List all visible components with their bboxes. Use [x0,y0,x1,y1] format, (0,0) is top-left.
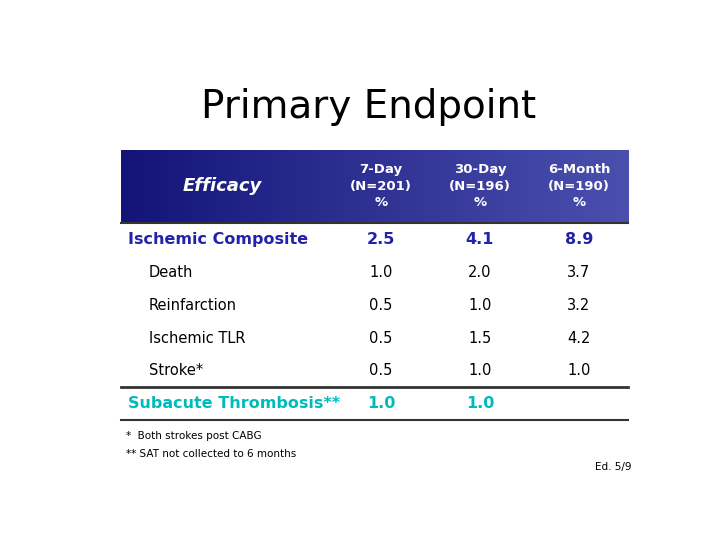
Text: 0.5: 0.5 [369,330,392,346]
Bar [616,150,623,223]
Bar [292,150,299,223]
Text: Primary Endpoint: Primary Endpoint [202,87,536,126]
Bar [597,150,603,223]
Text: Ischemic TLR: Ischemic TLR [148,330,245,346]
Bar [368,150,375,223]
Text: 30-Day
(N=196)
%: 30-Day (N=196) % [449,164,511,210]
Text: *  Both strokes post CABG: * Both strokes post CABG [126,431,262,441]
Bar [572,150,578,223]
Bar [546,150,553,223]
Bar [159,150,166,223]
Bar [254,150,261,223]
Bar [603,150,610,223]
Text: 3.2: 3.2 [567,298,590,313]
Bar [248,150,255,223]
Bar [171,150,179,223]
Bar [374,150,382,223]
Bar [622,150,629,223]
Text: Subacute Thrombosis**: Subacute Thrombosis** [128,396,341,411]
Bar [565,150,572,223]
Bar [324,150,330,223]
Bar [133,150,140,223]
Bar [121,150,127,223]
Bar [539,150,546,223]
Bar [235,150,242,223]
Bar [432,150,438,223]
Bar [584,150,591,223]
Text: 3.7: 3.7 [567,265,590,280]
Bar [305,150,312,223]
Bar [406,150,413,223]
Bar [203,150,210,223]
Bar [184,150,191,223]
Bar [343,150,350,223]
Bar [191,150,197,223]
Bar [451,150,458,223]
Bar [298,150,305,223]
Bar [559,150,565,223]
Bar [426,150,432,223]
Bar [413,150,420,223]
Text: 0.5: 0.5 [369,298,392,313]
Bar [381,150,388,223]
Bar [590,150,598,223]
Bar [464,150,470,223]
Bar [419,150,426,223]
Text: 8.9: 8.9 [564,232,593,247]
Text: 1.0: 1.0 [468,298,492,313]
Bar [521,150,528,223]
Text: 1.0: 1.0 [466,396,494,411]
Bar [216,150,222,223]
Bar [146,150,153,223]
Text: 4.2: 4.2 [567,330,590,346]
Bar [482,150,490,223]
Bar [153,150,159,223]
Bar [362,150,369,223]
Text: 6-Month
(N=190)
%: 6-Month (N=190) % [548,164,610,210]
Bar [241,150,248,223]
Bar [444,150,451,223]
Bar [356,150,362,223]
Text: 4.1: 4.1 [466,232,494,247]
Bar [457,150,464,223]
Bar [318,150,324,223]
Text: 1.5: 1.5 [468,330,492,346]
Bar [469,150,477,223]
Bar [400,150,407,223]
Text: 2.0: 2.0 [468,265,492,280]
Bar [210,150,217,223]
Bar [577,150,585,223]
Bar [502,150,508,223]
Bar [609,150,616,223]
Bar [387,150,394,223]
Text: 0.5: 0.5 [369,363,392,379]
Bar [394,150,400,223]
Bar [534,150,540,223]
Bar [514,150,521,223]
Text: Ischemic Composite: Ischemic Composite [128,232,308,247]
Bar [476,150,483,223]
Bar [508,150,515,223]
Bar [197,150,204,223]
Text: Reinfarction: Reinfarction [148,298,237,313]
Text: 1.0: 1.0 [468,363,492,379]
Bar [527,150,534,223]
Bar [286,150,292,223]
Bar [127,150,134,223]
Bar [279,150,287,223]
Text: ** SAT not collected to 6 months: ** SAT not collected to 6 months [126,449,297,460]
Bar [438,150,445,223]
Text: Stroke*: Stroke* [148,363,203,379]
Bar [266,150,274,223]
Text: 7-Day
(N=201)
%: 7-Day (N=201) % [350,164,412,210]
Bar [228,150,235,223]
Bar [330,150,337,223]
Bar [222,150,229,223]
Bar [140,150,147,223]
Text: Efficacy: Efficacy [182,178,261,195]
Bar [349,150,356,223]
Text: 2.5: 2.5 [366,232,395,247]
Text: 1.0: 1.0 [366,396,395,411]
Bar [552,150,559,223]
Text: Ed. 5/9: Ed. 5/9 [595,462,631,472]
